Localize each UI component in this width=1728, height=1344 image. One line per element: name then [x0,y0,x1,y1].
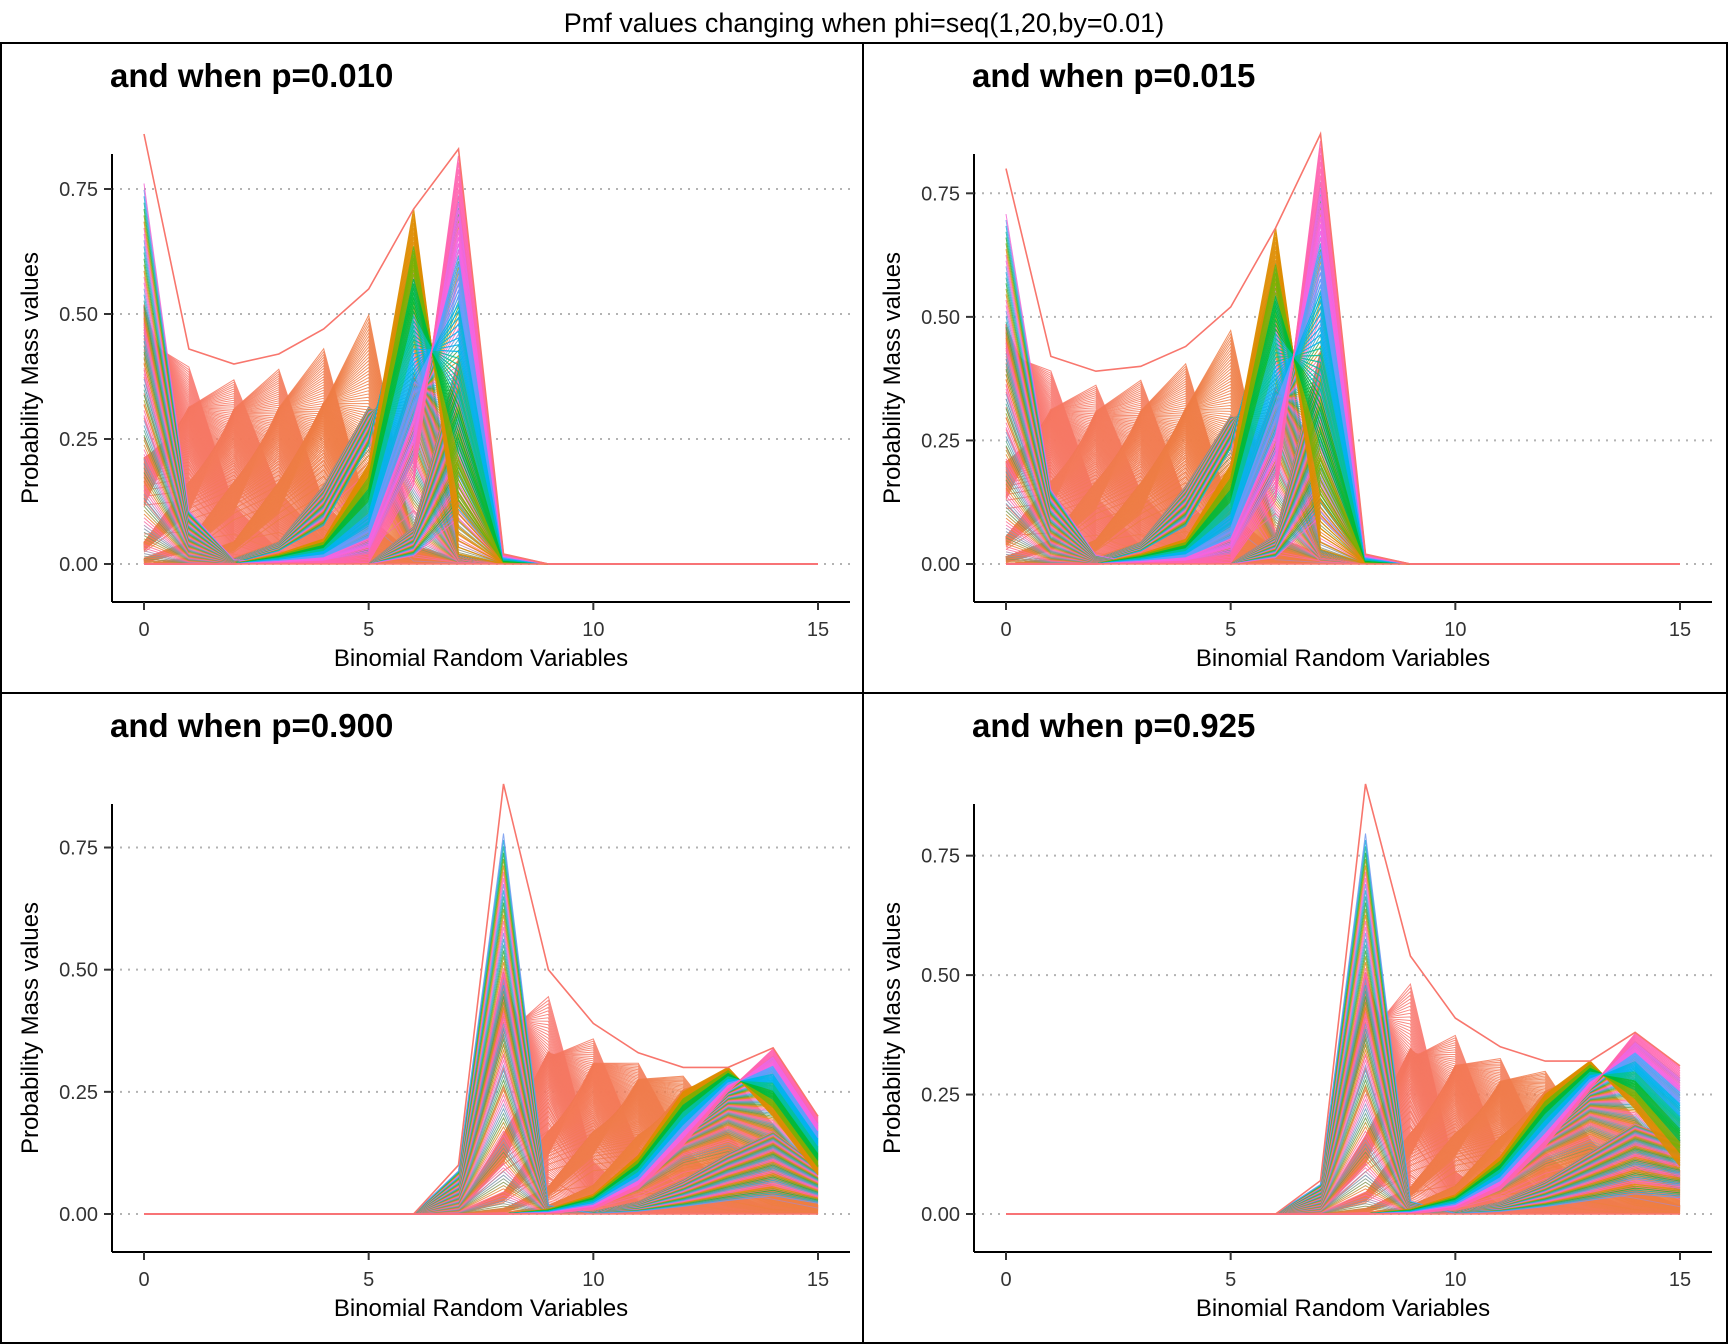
y-tick-label: 0.50 [59,304,98,326]
x-tick-label: 5 [363,619,374,641]
x-axis-title: Binomial Random Variables [1196,1295,1490,1322]
chart-panel-p900: and when p=0.900 0.00 0.25 0.50 0.75 0 5 10 15 B… [0,692,864,1344]
pmf-curve-fan [1006,783,1681,1215]
chart-panel-p015: and when p=0.015 0.00 0.25 0.50 0.75 0 5 10 15 B… [862,42,1728,694]
y-tick-label: 0.00 [921,1204,960,1226]
chart-svg: 0.00 0.25 0.50 0.75 0 5 10 15 Binomial Random Va… [17,783,850,1322]
x-tick-label: 5 [1225,1269,1236,1291]
y-axis-title: Probability Mass values [17,902,44,1154]
y-axis-title: Probability Mass values [879,252,906,504]
y-tick-label: 0.50 [921,307,960,329]
axes: 0.00 0.25 0.50 0.75 0 5 10 15 Binomial Random Va… [879,154,1712,672]
y-tick-label: 0.25 [921,1085,960,1107]
panel-title: and when p=0.010 [110,56,393,96]
x-axis-title: Binomial Random Variables [334,645,628,672]
chart-svg: 0.00 0.25 0.50 0.75 0 5 10 15 Binomial Random Va… [879,131,1712,672]
chart-svg: 0.00 0.25 0.50 0.75 0 5 10 15 Binomial Random Va… [17,133,850,672]
axes: 0.00 0.25 0.50 0.75 0 5 10 15 Binomial Random Va… [17,804,850,1322]
y-tick-label: 0.00 [59,1204,98,1226]
x-tick-label: 10 [582,619,604,641]
y-tick-label: 0.50 [921,965,960,987]
x-tick-label: 0 [1000,1269,1011,1291]
y-tick-label: 0.00 [59,554,98,576]
axes: 0.00 0.25 0.50 0.75 0 5 10 15 Binomial Random Va… [879,804,1712,1322]
y-tick-label: 0.75 [921,183,960,205]
axes: 0.00 0.25 0.50 0.75 0 5 10 15 Binomial Random Va… [17,154,850,672]
pmf-curve-fan [143,133,818,565]
y-tick-label: 0.25 [59,429,98,451]
x-axis-title: Binomial Random Variables [334,1295,628,1322]
chart-panel-p010: and when p=0.010 0.00 0.25 0.50 0.75 0 5 10 15 B… [0,42,864,694]
x-tick-label: 15 [1669,1269,1691,1291]
x-tick-label: 10 [1444,1269,1466,1291]
y-tick-label: 0.25 [59,1082,98,1104]
chart-svg: 0.00 0.25 0.50 0.75 0 5 10 15 Binomial Random Va… [879,783,1712,1322]
panel-title: and when p=0.925 [972,706,1255,746]
x-tick-label: 5 [363,1269,374,1291]
x-axis-title: Binomial Random Variables [1196,645,1490,672]
x-tick-label: 15 [1669,619,1691,641]
panel-title: and when p=0.900 [110,706,393,746]
figure-title: Pmf values changing when phi=seq(1,20,by… [0,6,1728,40]
x-tick-label: 0 [138,1269,149,1291]
y-tick-label: 0.00 [921,554,960,576]
y-tick-label: 0.75 [921,846,960,868]
x-tick-label: 5 [1225,619,1236,641]
y-tick-label: 0.50 [59,960,98,982]
y-tick-label: 0.75 [59,838,98,860]
y-tick-label: 0.75 [59,179,98,201]
x-tick-label: 10 [582,1269,604,1291]
y-tick-label: 0.25 [921,430,960,452]
y-axis-title: Probability Mass values [17,252,44,504]
x-tick-label: 15 [807,619,829,641]
x-tick-label: 15 [807,1269,829,1291]
chart-panel-p925: and when p=0.925 0.00 0.25 0.50 0.75 0 5 10 15 B… [862,692,1728,1344]
x-tick-label: 0 [138,619,149,641]
y-axis-title: Probability Mass values [879,902,906,1154]
pmf-curve-fan [1005,131,1680,565]
x-tick-label: 10 [1444,619,1466,641]
pmf-curve-fan [144,783,819,1215]
panel-title: and when p=0.015 [972,56,1255,96]
x-tick-label: 0 [1000,619,1011,641]
